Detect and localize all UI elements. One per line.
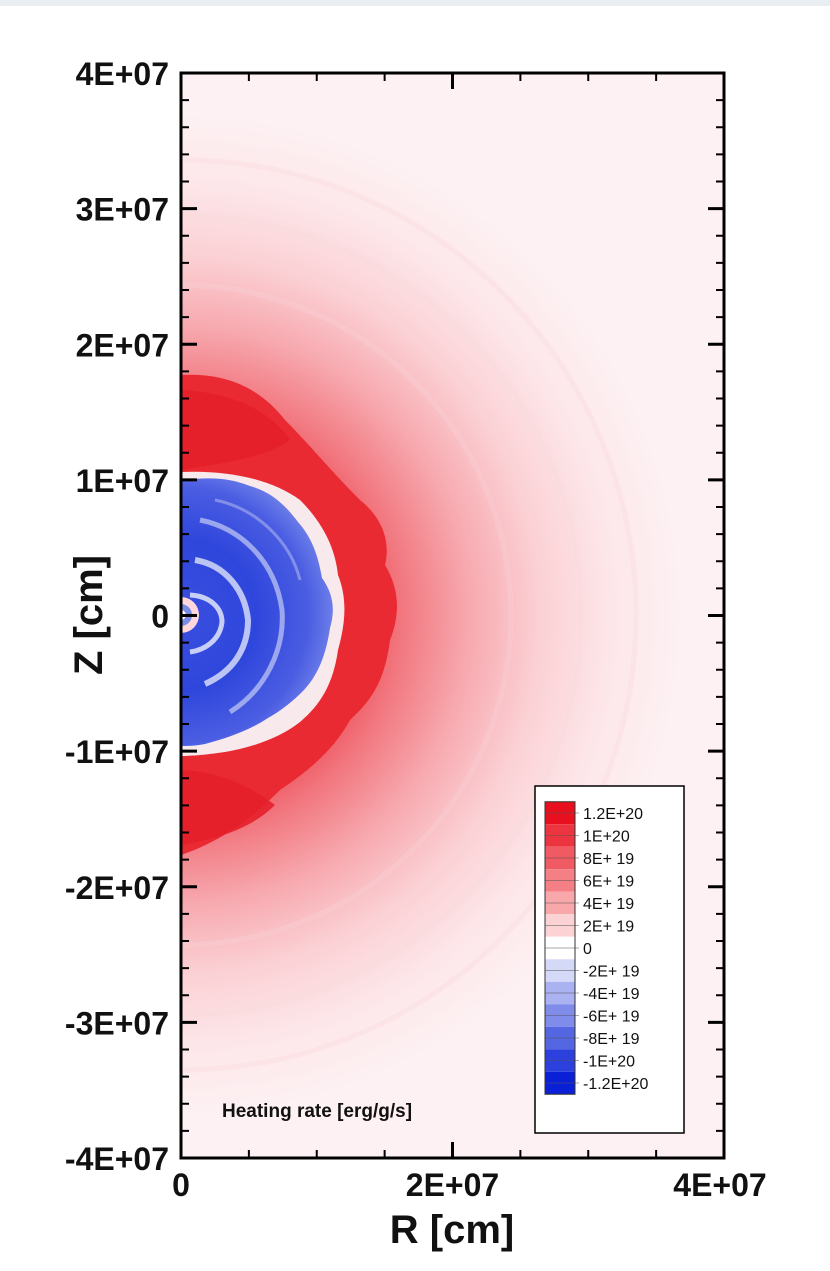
wavefront-ring	[181, 282, 514, 948]
colorbar-label: -6E+ 19	[583, 1009, 640, 1026]
colorbar-swatches	[544, 801, 579, 1095]
heating-lobe	[181, 390, 290, 470]
colorbar-label: -1E+20	[583, 1054, 635, 1071]
x-tick-label: 4E+07	[673, 1167, 766, 1203]
y-axis-ticks: 4E+07 3E+07 2E+07 1E+07 0 -1E+07 -2E+07 -3E+07 -…	[65, 56, 724, 1177]
colorbar-label: -8E+ 19	[583, 1031, 640, 1048]
colorbar-label: 8E+ 19	[583, 851, 634, 868]
colorbar-label: 1E+20	[583, 829, 630, 846]
y-tick-label: 4E+07	[76, 56, 169, 92]
colorbar-title: Heating rate [erg/g/s]	[222, 1101, 412, 1122]
colorbar-label: 2E+ 19	[583, 919, 634, 936]
colorbar-label: 0	[583, 941, 592, 958]
y-tick-label: 1E+07	[76, 463, 169, 499]
colorbar-label: 6E+ 19	[583, 874, 634, 891]
heating-lobe	[181, 770, 275, 845]
y-tick-label: -4E+07	[65, 1141, 169, 1177]
core-streak	[214, 498, 302, 581]
x-axis-label: R [cm]	[390, 1208, 514, 1252]
colorbar-outline	[544, 801, 576, 1095]
x-tick-label: 2E+07	[406, 1167, 499, 1203]
y-axis-label: Z [cm]	[67, 555, 111, 675]
x-tick-label: 0	[172, 1167, 190, 1203]
core-streak	[189, 592, 225, 655]
wavefront-ring	[181, 212, 584, 1018]
core-streak	[194, 557, 252, 687]
y-tick-label: -2E+07	[65, 870, 169, 906]
y-tick-label: -3E+07	[65, 1005, 169, 1041]
x-axis-ticks: 0 2E+07 4E+07	[172, 73, 767, 1203]
top-border	[0, 0, 830, 6]
colorbar-label: 4E+ 19	[583, 896, 634, 913]
y-tick-label: 2E+07	[76, 327, 169, 363]
colorbar-labels: 1.2E+20 1E+20 8E+ 19 6E+ 19 4E+ 19 2E+ 19 0 -2E…	[583, 806, 648, 1093]
wavefront-ring	[181, 157, 639, 1073]
y-tick-label: 3E+07	[76, 192, 169, 228]
core-streak	[199, 517, 285, 715]
y-tick-label: -1E+07	[65, 734, 169, 770]
colorbar-label: -1.2E+20	[583, 1076, 648, 1093]
y-tick-label: 0	[151, 599, 169, 635]
colorbar-label: -2E+ 19	[583, 964, 640, 981]
colorbar-label: -4E+ 19	[583, 986, 640, 1003]
colorbar-label: 1.2E+20	[583, 806, 643, 823]
colorbar-legend: 1.2E+20 1E+20 8E+ 19 6E+ 19 4E+ 19 2E+ 19 0 -2E…	[534, 785, 685, 1134]
